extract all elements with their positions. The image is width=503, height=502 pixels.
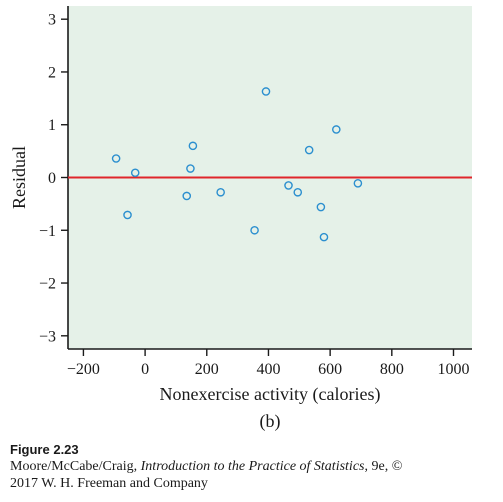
y-tick-label: −1 xyxy=(39,223,56,240)
y-axis-title: Residual xyxy=(9,146,29,209)
x-axis-title: Nonexercise activity (calories) xyxy=(160,384,381,405)
x-tick-label: −200 xyxy=(67,361,100,378)
data-point xyxy=(188,141,198,151)
data-point xyxy=(304,145,314,155)
caption-edition: , 9e, © xyxy=(364,459,403,474)
data-point xyxy=(111,154,121,163)
data-point xyxy=(261,87,271,96)
y-tick-label: −3 xyxy=(39,328,56,345)
figure-citation: Moore/McCabe/Craig, Introduction to the … xyxy=(10,458,402,475)
caption-publisher: 2017 W. H. Freeman and Company xyxy=(10,476,208,491)
y-tick-label: −2 xyxy=(39,276,56,293)
x-tick-label: 0 xyxy=(141,361,149,378)
caption-book-title: Introduction to the Practice of Statisti… xyxy=(140,459,365,474)
data-point xyxy=(250,225,259,235)
data-point xyxy=(284,181,293,190)
x-tick-label: 200 xyxy=(195,361,219,378)
data-point xyxy=(353,179,363,188)
y-tick-label: 2 xyxy=(48,64,56,81)
y-tick-label: 1 xyxy=(48,117,56,134)
figure-number: Figure 2.23 xyxy=(10,442,79,457)
x-tick-label: 1000 xyxy=(437,361,469,378)
data-point xyxy=(316,202,326,212)
residual-plot: 3 2 1 0 −1 −2 −3 −200 0 200 400 600 800 1000 Nonexerci… xyxy=(9,6,472,432)
data-point xyxy=(130,168,140,178)
figure-caption: Figure 2.23 Moore/McCabe/Craig, Introduc… xyxy=(10,441,402,492)
x-tick-label: 400 xyxy=(256,361,280,378)
data-point xyxy=(332,125,341,134)
caption-authors: Moore/McCabe/Craig, xyxy=(10,459,141,474)
x-tick-label: 800 xyxy=(380,361,404,378)
y-tick-label: 0 xyxy=(48,170,56,187)
y-tick-label: 3 xyxy=(48,12,56,29)
data-point xyxy=(216,187,225,197)
data-point xyxy=(319,232,329,242)
data-point xyxy=(293,187,303,197)
data-point xyxy=(182,191,192,201)
data-point xyxy=(186,164,195,173)
data-point xyxy=(123,210,132,220)
panel-label: (b) xyxy=(260,411,281,432)
x-tick-label: 600 xyxy=(318,361,342,378)
